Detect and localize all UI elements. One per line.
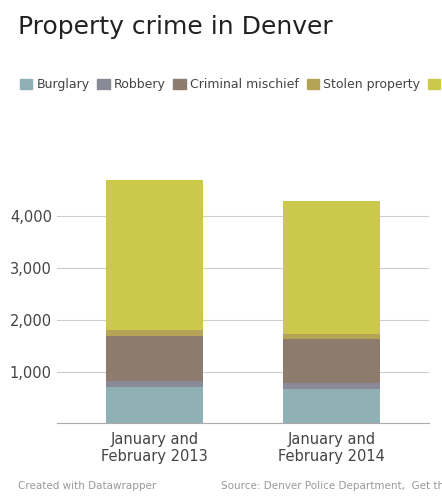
Legend: Burglary, Robbery, Criminal mischief, Stolen property, Other: Burglary, Robbery, Criminal mischief, St… <box>19 79 442 92</box>
Bar <box>106 381 203 387</box>
Bar <box>283 388 380 423</box>
Text: Source: Denver Police Department,  Get the data: Source: Denver Police Department, Get th… <box>221 481 442 491</box>
Bar <box>283 201 380 334</box>
Bar <box>283 334 380 340</box>
Bar <box>106 387 203 423</box>
Bar <box>283 383 380 388</box>
Bar <box>106 180 203 330</box>
Text: Created with Datawrapper: Created with Datawrapper <box>18 481 156 491</box>
Text: Property crime in Denver: Property crime in Denver <box>18 15 332 39</box>
Bar <box>106 330 203 336</box>
Bar <box>283 340 380 383</box>
Bar <box>106 336 203 381</box>
